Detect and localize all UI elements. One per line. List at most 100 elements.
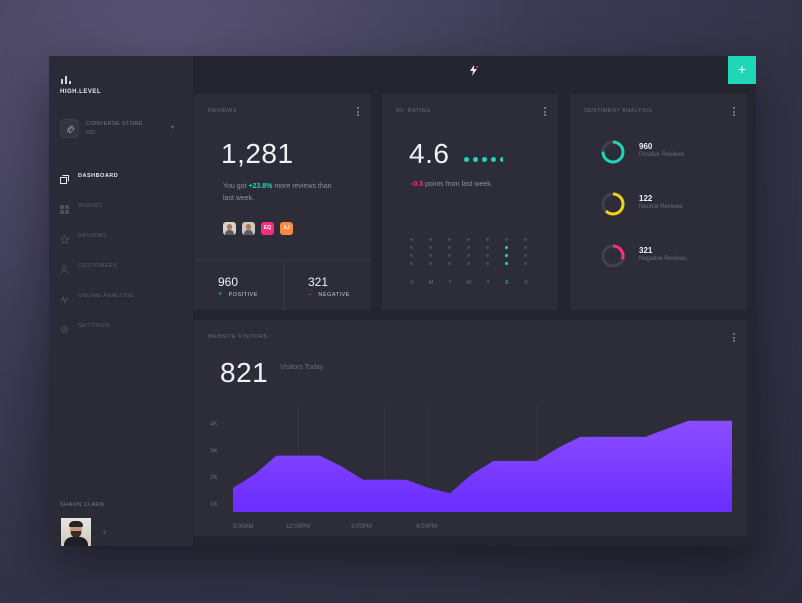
chevron-down-icon: ▾ [170, 125, 174, 131]
sentiment-value: 960 [639, 142, 653, 151]
rating-dot [505, 262, 508, 265]
sentiment-value: 321 [639, 246, 653, 255]
kebab-menu-icon[interactable] [544, 107, 546, 118]
sentiment-donut [601, 192, 625, 216]
plus-icon[interactable]: + [102, 528, 107, 537]
kebab-menu-icon[interactable] [733, 107, 735, 118]
avatar-initials[interactable]: AJ [280, 222, 293, 235]
sidebar-item-label: ONLINE ANALYSIS [78, 293, 134, 299]
sidebar-item-label: CUSTOMERS [78, 263, 118, 269]
sidebar: HIGH.LEVEL CONVERSE STORE #32 ▾ DASHBOAR… [49, 56, 193, 546]
sentiment-row: 122 Neutral Reviews [599, 190, 729, 218]
day-label: W [466, 280, 472, 286]
store-icon [60, 119, 79, 138]
visitors-count: 821 [220, 357, 269, 388]
x-tick-label: 12:00PM [286, 524, 310, 530]
y-tick-label: 3K [210, 448, 217, 454]
logo-icon [61, 74, 73, 84]
sentiment-donut [601, 140, 625, 164]
store-selector[interactable]: CONVERSE STORE #32 ▾ [60, 119, 184, 141]
user-icon [60, 261, 69, 274]
sidebar-nav: DASHBOARD WIDGET REVIEWS CUSTOMERS [59, 170, 184, 350]
rating-change-text: -0.3 points from last week. [411, 181, 493, 188]
rating-dot [505, 254, 508, 257]
sidebar-item-settings[interactable]: SETTINGS [60, 320, 184, 350]
y-tick-label: 2K [210, 475, 217, 481]
card-title: AV. RATING [396, 108, 431, 114]
sentiment-card: SENTIMENT ANALYSIS 960 Positive Reviews 12… [570, 94, 747, 310]
rating-dot [410, 254, 413, 257]
rating-dot [524, 246, 527, 249]
rating-dot [448, 254, 451, 257]
avatar[interactable] [223, 222, 236, 235]
rating-dot [505, 246, 508, 249]
rating-dot [448, 238, 451, 241]
card-title: WEBSITE VISITORS [208, 334, 268, 340]
sentiment-row: 321 Negative Reviews [599, 242, 729, 270]
day-label: T [448, 280, 452, 286]
day-label: S [410, 280, 414, 286]
avatar[interactable] [242, 222, 255, 235]
rating-dot [429, 254, 432, 257]
rating-dot [467, 254, 470, 257]
rating-dot [524, 238, 527, 241]
rating-dot [524, 262, 527, 265]
user-name: SHAUN CLARK [60, 502, 105, 508]
sidebar-item-online-analysis[interactable]: ONLINE ANALYSIS [60, 290, 184, 320]
sentiment-value: 122 [639, 194, 653, 203]
avatar[interactable] [61, 518, 91, 546]
sidebar-item-widget[interactable]: WIDGET [60, 200, 184, 230]
sentiment-label: Neutral Reviews [639, 204, 683, 210]
rating-dots [464, 157, 507, 162]
x-tick-label: 6:00PM [416, 524, 437, 530]
rating-dot [486, 238, 489, 241]
rating-dot [429, 246, 432, 249]
sentiment-label: Positive Reviews [639, 152, 685, 158]
add-button[interactable]: + [728, 56, 756, 84]
store-name: CONVERSE STORE [86, 121, 143, 127]
rating-value: 4.6 [409, 138, 450, 169]
day-label: M [428, 280, 434, 286]
y-tick-label: 4K [210, 421, 217, 427]
rating-dot [486, 246, 489, 249]
kebab-menu-icon[interactable] [357, 107, 359, 118]
day-label: F [505, 280, 509, 286]
sidebar-item-dashboard[interactable]: DASHBOARD [60, 170, 184, 200]
rating-dot [467, 238, 470, 241]
negative-label: – NEGATIVE [308, 291, 350, 298]
star-icon [59, 231, 70, 245]
card-title: REVIEWS [208, 108, 237, 114]
reviews-change-value: +23.8% [248, 183, 273, 190]
brand-name: HIGH.LEVEL [60, 89, 102, 95]
sidebar-item-label: WIDGET [78, 203, 103, 209]
kebab-menu-icon[interactable] [733, 333, 735, 344]
sidebar-item-reviews[interactable]: REVIEWS [59, 230, 184, 260]
visitors-label: Visitors Today [280, 364, 324, 371]
reviews-card: REVIEWS 1,281 You got +23.8% more review… [194, 94, 371, 311]
rating-card: AV. RATING 4.6 -0.3 points from last wee… [382, 94, 558, 310]
visitors-area-chart: 1K 2K 3K 4K 9:00AM 12:00PM 3:00PM 6:00PM [210, 406, 732, 530]
sidebar-item-label: REVIEWS [78, 233, 107, 239]
visitors-card: WEBSITE VISITORS 821 Visitors Today 1K 2K… [194, 320, 747, 536]
x-tick-label: 9:00AM [233, 524, 254, 530]
negative-count: 321 [308, 275, 329, 289]
positive-count: 960 [218, 275, 239, 289]
pulse-icon [60, 291, 69, 305]
rating-dot [410, 238, 413, 241]
sidebar-item-label: SETTINGS [78, 323, 110, 329]
sidebar-item-customers[interactable]: CUSTOMERS [60, 260, 184, 290]
rating-dot [410, 262, 413, 265]
day-label: T [486, 280, 490, 286]
rating-dot [486, 254, 489, 257]
area-series [233, 420, 732, 512]
reviews-total: 1,281 [221, 138, 294, 169]
rating-dot [467, 246, 470, 249]
rating-dot [448, 262, 451, 265]
x-tick-label: 3:00PM [351, 524, 372, 530]
sentiment-donut [601, 244, 625, 268]
rating-dot [429, 262, 432, 265]
grid-icon [60, 201, 69, 214]
sentiment-label: Negative Reviews [639, 256, 688, 262]
avatar-initials[interactable]: EQ [261, 222, 274, 235]
rating-dot [524, 254, 527, 257]
